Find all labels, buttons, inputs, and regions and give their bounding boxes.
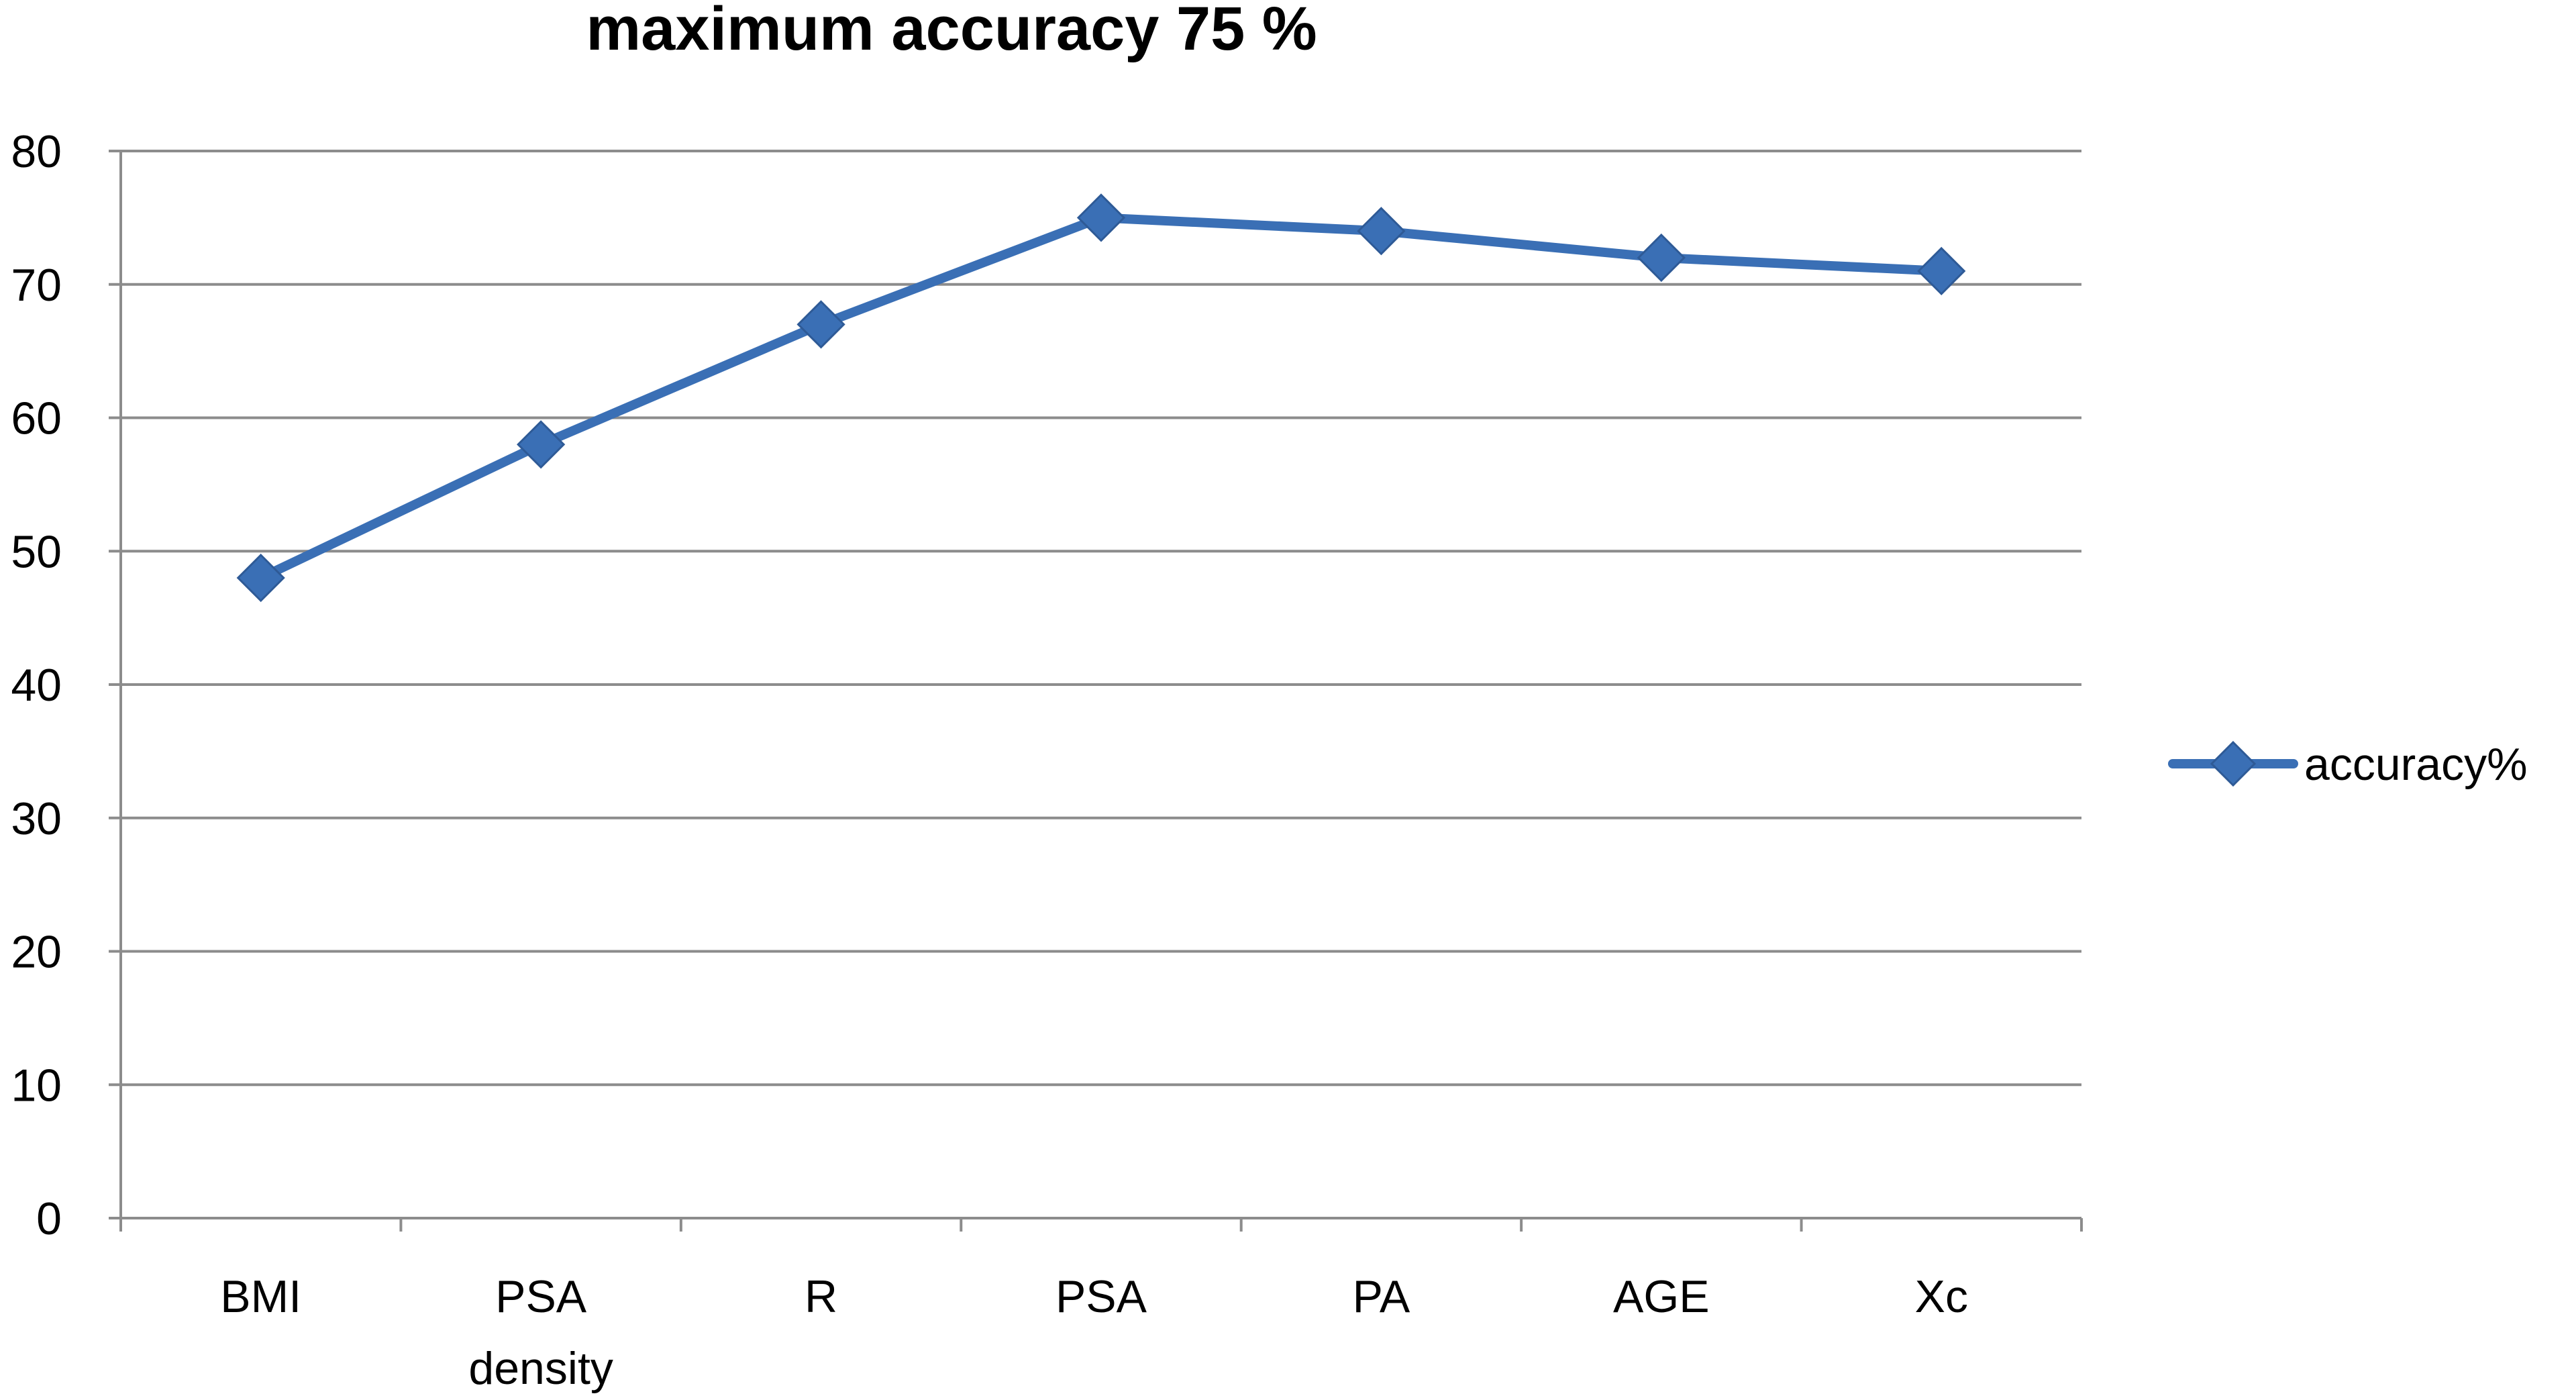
x-tick-label: PA bbox=[1353, 1271, 1410, 1322]
x-tick-label: BMI bbox=[220, 1271, 301, 1322]
data-point-marker bbox=[236, 553, 285, 603]
y-tick-label: 70 bbox=[11, 260, 62, 311]
y-tick-label: 60 bbox=[11, 393, 62, 444]
x-tick-label: PSA density bbox=[468, 1271, 613, 1394]
y-tick-label: 0 bbox=[36, 1193, 62, 1244]
axes bbox=[109, 150, 2083, 1232]
series-layer bbox=[236, 193, 1966, 603]
data-point-marker bbox=[1076, 193, 1126, 242]
y-tick-label: 40 bbox=[11, 660, 62, 711]
legend-label: accuracy% bbox=[2304, 739, 2528, 790]
y-tick-label: 30 bbox=[11, 793, 62, 844]
x-tick-label: Xc bbox=[1915, 1271, 1968, 1322]
data-point-marker bbox=[1917, 246, 1966, 295]
y-tick-labels: 0 10 20 30 40 50 60 70 80 bbox=[11, 126, 62, 1244]
x-tick-label: AGE bbox=[1613, 1271, 1710, 1322]
data-point-marker bbox=[1357, 207, 1406, 256]
y-tick-label: 20 bbox=[11, 927, 62, 978]
data-point-marker bbox=[1637, 233, 1686, 283]
x-tick-label: PSA bbox=[1055, 1271, 1147, 1322]
x-tick-labels: BMI PSA density R PSA PA AGE Xc bbox=[220, 1271, 1968, 1394]
x-tick-label: R bbox=[805, 1271, 837, 1322]
legend: accuracy% bbox=[2168, 739, 2528, 790]
chart-title: maximum accuracy 75 % bbox=[586, 0, 1317, 63]
y-tick-label: 10 bbox=[11, 1060, 62, 1111]
gridlines bbox=[121, 150, 2081, 1087]
series-line bbox=[256, 213, 1947, 583]
y-tick-label: 80 bbox=[11, 126, 62, 177]
data-point-marker bbox=[517, 420, 566, 469]
legend-marker bbox=[2210, 740, 2257, 787]
data-point-marker bbox=[796, 300, 845, 349]
y-tick-label: 50 bbox=[11, 526, 62, 577]
